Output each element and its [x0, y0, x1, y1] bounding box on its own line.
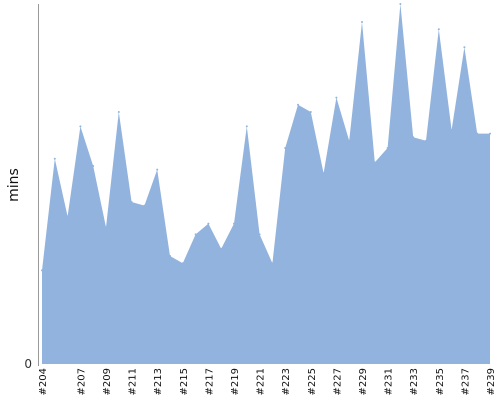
- data-point: [66, 215, 69, 218]
- data-point: [386, 147, 389, 149]
- data-point: [92, 165, 95, 167]
- data-point: [335, 96, 338, 99]
- x-tick-label: #231: [384, 368, 395, 395]
- data-point: [284, 147, 287, 149]
- area-series: [42, 4, 490, 364]
- x-tick-label: #229: [358, 368, 369, 395]
- data-point: [117, 111, 120, 113]
- data-point: [361, 21, 363, 23]
- x-tick-label: #223: [281, 368, 292, 395]
- data-point: [489, 132, 491, 135]
- data-point: [463, 46, 466, 49]
- x-tick-label: #219: [230, 368, 241, 395]
- data-point: [130, 201, 133, 203]
- data-point: [412, 136, 415, 139]
- data-point: [41, 269, 43, 272]
- data-point: [79, 125, 82, 128]
- data-point: [105, 226, 107, 229]
- data-point: [143, 204, 146, 207]
- x-tick-label: #213: [153, 368, 164, 395]
- x-tick-label: #217: [204, 368, 215, 395]
- data-point: [450, 129, 453, 131]
- data-point: [271, 262, 274, 265]
- data-point: [53, 157, 56, 160]
- data-point: [207, 222, 210, 225]
- data-point: [245, 125, 248, 128]
- x-tick-label: #209: [102, 368, 113, 395]
- data-point: [194, 233, 197, 236]
- x-tick-label: #204: [38, 368, 49, 395]
- y-axis-label: mins: [6, 168, 22, 202]
- x-tick-label: #239: [486, 368, 497, 395]
- data-point: [309, 111, 312, 113]
- x-tick-label: #227: [332, 368, 343, 395]
- data-point: [425, 139, 427, 142]
- data-point: [169, 255, 171, 257]
- x-tick-label: #221: [256, 368, 267, 395]
- y-tick-label: 0: [24, 357, 32, 371]
- data-point: [156, 168, 159, 171]
- data-point: [297, 103, 299, 106]
- data-point: [476, 132, 479, 135]
- data-point: [437, 28, 440, 31]
- axes: 0 #204 #207 #209 #211 #213 #215 #217 #219 #221 #22…: [24, 4, 497, 395]
- x-tick-label: #235: [435, 368, 446, 395]
- plot-area: [41, 3, 491, 364]
- data-point: [399, 3, 402, 5]
- x-tick-label: #215: [179, 368, 190, 395]
- x-tick-label: #233: [409, 368, 420, 395]
- x-tick-label: #211: [128, 368, 139, 395]
- data-point: [233, 222, 235, 225]
- data-point: [348, 139, 351, 142]
- x-tick-label: #225: [307, 368, 318, 395]
- data-point: [322, 172, 325, 175]
- data-point: [373, 161, 376, 164]
- x-tick-label: #207: [76, 368, 87, 395]
- data-point: [258, 233, 261, 236]
- data-point: [181, 262, 184, 265]
- x-tick-label: #237: [460, 368, 471, 395]
- data-point: [220, 247, 223, 250]
